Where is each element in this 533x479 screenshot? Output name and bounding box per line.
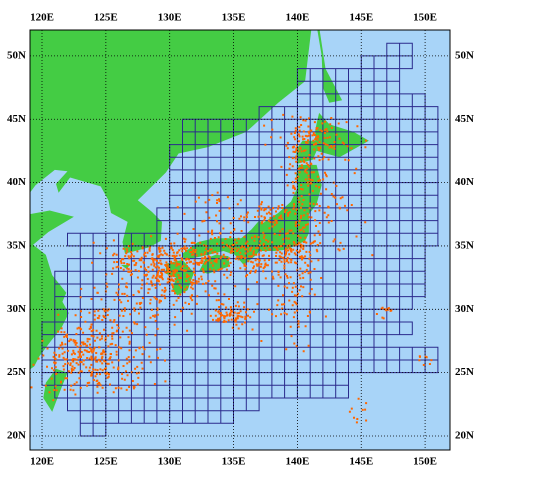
- lat-label-right: 50N: [455, 49, 474, 61]
- lon-label-top: 135E: [222, 12, 246, 24]
- lat-label-right: 25N: [455, 366, 474, 378]
- plot-area: [30, 30, 450, 450]
- lat-label-right: 20N: [455, 430, 474, 442]
- frame: [29, 29, 451, 451]
- lon-label-bottom: 130E: [158, 456, 182, 468]
- lat-label-right: 35N: [455, 239, 474, 251]
- lon-label-top: 140E: [285, 12, 309, 24]
- lon-label-top: 145E: [349, 12, 373, 24]
- lat-label-right: 40N: [455, 176, 474, 188]
- lon-label-bottom: 150E: [413, 456, 437, 468]
- lon-label-bottom: 120E: [30, 456, 54, 468]
- lat-label-right: 30N: [455, 303, 474, 315]
- lon-label-bottom: 135E: [222, 456, 246, 468]
- lat-label-left: 45N: [7, 113, 26, 125]
- mainland: [30, 30, 312, 370]
- shikoku: [199, 254, 230, 274]
- lat-label-left: 20N: [7, 430, 26, 442]
- lon-label-top: 120E: [30, 12, 54, 24]
- lat-label-left: 30N: [7, 303, 26, 315]
- lon-label-bottom: 125E: [94, 456, 118, 468]
- lat-label-left: 35N: [7, 239, 26, 251]
- lat-label-left: 50N: [7, 49, 26, 61]
- taiwan: [43, 368, 68, 412]
- lon-label-bottom: 145E: [349, 456, 373, 468]
- hokkaido: [296, 112, 369, 164]
- honshu: [182, 164, 322, 265]
- lat-label-right: 45N: [455, 113, 474, 125]
- jeju: [121, 265, 131, 269]
- lat-label-left: 40N: [7, 176, 26, 188]
- lon-label-top: 125E: [94, 12, 118, 24]
- lat-label-left: 25N: [7, 366, 26, 378]
- labels: 120E 120E 125E 125E 130E 130E 135E 135E 140E 140E…: [7, 12, 474, 468]
- lon-label-bottom: 140E: [285, 456, 309, 468]
- sakhalin: [317, 30, 343, 103]
- lon-label-top: 130E: [158, 12, 182, 24]
- lon-label-top: 150E: [413, 12, 437, 24]
